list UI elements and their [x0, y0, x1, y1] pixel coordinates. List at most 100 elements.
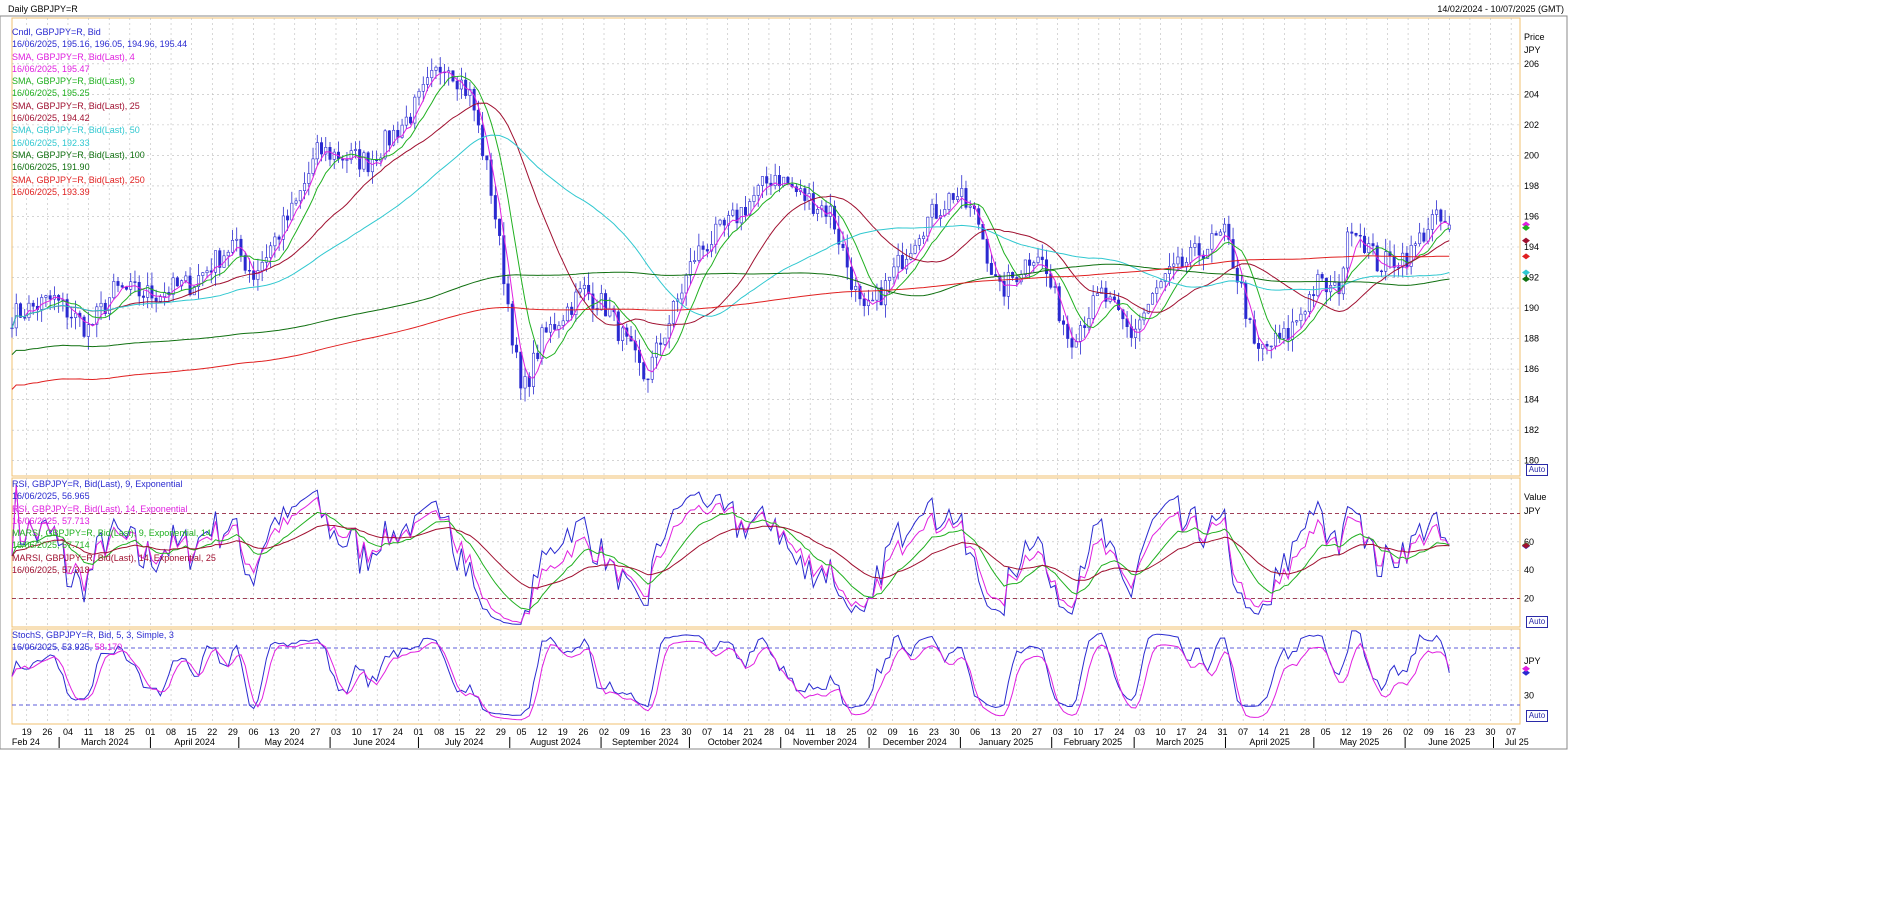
- sma-9-marker: [1522, 224, 1530, 231]
- candle-body: [578, 288, 582, 293]
- candle-body: [332, 151, 336, 160]
- sma-250-line: [11, 255, 1450, 390]
- x-day-tick-label: 06: [249, 727, 259, 737]
- candle-body: [205, 270, 209, 274]
- chart-canvas[interactable]: 19 26 04 11 18 25 01 08 15 22 29 06 13 20 27 03 10 17 24 01…: [0, 0, 1568, 750]
- rsi-auto-button[interactable]: Auto: [1526, 616, 1548, 628]
- candle-body: [426, 77, 430, 85]
- x-month-label: January 2025: [979, 737, 1034, 747]
- x-day-tick-label: 26: [42, 727, 52, 737]
- candle-body: [1146, 303, 1150, 314]
- price-tick-label: 202: [1524, 120, 1539, 130]
- candle-body: [154, 297, 158, 302]
- x-day-tick-label: 20: [1011, 727, 1021, 737]
- x-day-tick-label: 24: [1114, 727, 1124, 737]
- x-day-tick-label: 07: [1506, 727, 1516, 737]
- candle-body: [69, 316, 73, 319]
- candle-body: [95, 306, 99, 325]
- candle-body: [917, 238, 921, 246]
- candle-body: [1392, 255, 1396, 268]
- candle-body: [112, 281, 116, 299]
- price-legend-entry: 16/06/2025, 191.90: [12, 162, 90, 173]
- candle-body: [103, 302, 107, 314]
- candle-body: [650, 356, 654, 380]
- candle-body: [158, 296, 162, 302]
- candle-body: [294, 200, 298, 204]
- candle-body: [201, 272, 205, 276]
- price-legend-entry: 16/06/2025, 192.33: [12, 137, 90, 148]
- price-legend-entry: Cndl, GBPJPY=R, Bid: [12, 27, 101, 37]
- rsi-series-marker: [1522, 542, 1530, 549]
- candle-body: [1405, 252, 1409, 267]
- candle-body: [1303, 311, 1307, 315]
- candle-body: [1295, 320, 1299, 323]
- x-day-tick-label: 06: [970, 727, 980, 737]
- candle-body: [1053, 286, 1057, 288]
- candle-body: [646, 378, 650, 381]
- candle-body: [599, 293, 603, 311]
- candle-body: [667, 323, 671, 339]
- candle-body: [506, 283, 510, 305]
- x-day-tick-label: 16: [908, 727, 918, 737]
- candle-body: [519, 351, 523, 389]
- x-month-label: June 2025: [1428, 737, 1470, 747]
- price-legend-entry: SMA, GBPJPY=R, Bid(Last), 100: [12, 149, 145, 160]
- price-tick-label: 190: [1524, 303, 1539, 313]
- candle-body: [243, 255, 247, 271]
- candle-body: [1367, 243, 1371, 253]
- rsi-tick-label: 60: [1524, 537, 1534, 547]
- candle-body: [616, 311, 620, 341]
- candle-body: [989, 262, 993, 275]
- candle-body: [1371, 243, 1375, 247]
- x-day-tick-label: 24: [393, 727, 403, 737]
- x-day-tick-label: 09: [620, 727, 630, 737]
- candle-body: [773, 175, 777, 186]
- candle-body: [794, 186, 798, 192]
- x-day-tick-label: 02: [1403, 727, 1413, 737]
- candle-body: [693, 260, 697, 262]
- stoch-auto-button[interactable]: Auto: [1526, 710, 1548, 722]
- candle-body: [739, 207, 743, 224]
- candle-body: [888, 276, 892, 281]
- candle-body: [1422, 232, 1426, 242]
- stoch-legend: StochS, GBPJPY=R, Bid, 5, 3, Simple, 3 16…: [12, 629, 174, 654]
- candle-body: [1087, 318, 1091, 328]
- candle-body: [1138, 319, 1142, 330]
- sma-50-marker: [1522, 269, 1530, 276]
- x-day-tick-label: 09: [888, 727, 898, 737]
- candle-body: [1418, 232, 1422, 245]
- x-month-label: December 2024: [883, 737, 947, 747]
- candle-body: [472, 88, 476, 111]
- candle-body: [1049, 273, 1053, 288]
- candle-body: [1354, 233, 1358, 236]
- candle-body: [74, 312, 78, 318]
- x-day-tick-label: 07: [702, 727, 712, 737]
- candle-body: [760, 176, 764, 186]
- candle-body: [133, 281, 137, 283]
- stoch-legend-entry: StochS, GBPJPY=R, Bid, 5, 3, Simple, 3: [12, 630, 174, 640]
- candle-body: [565, 306, 569, 322]
- stoch-tick-label: 30: [1524, 691, 1534, 701]
- x-month-label: November 2024: [793, 737, 857, 747]
- candle-body: [604, 293, 608, 317]
- x-day-tick-label: 25: [846, 727, 856, 737]
- x-day-tick-label: 17: [1094, 727, 1104, 737]
- x-day-tick-label: 22: [207, 727, 217, 737]
- x-day-tick-label: 28: [1300, 727, 1310, 737]
- price-auto-button[interactable]: Auto: [1526, 464, 1548, 476]
- candle-body: [1269, 345, 1273, 348]
- x-day-tick-label: 08: [434, 727, 444, 737]
- candle-body: [854, 285, 858, 290]
- candle-body: [816, 209, 820, 214]
- candle-body: [930, 204, 934, 218]
- candle-body: [175, 277, 179, 287]
- price-tick-label: 182: [1524, 425, 1539, 435]
- x-month-label: March 2025: [1156, 737, 1204, 747]
- candle-body: [1447, 224, 1451, 230]
- candle-body: [269, 245, 273, 258]
- candle-body: [608, 308, 612, 317]
- date-range: 14/02/2024 - 10/07/2025 (GMT): [1437, 4, 1564, 14]
- sma-9-line: [11, 75, 1450, 359]
- candle-body: [396, 129, 400, 138]
- x-day-tick-label: 18: [826, 727, 836, 737]
